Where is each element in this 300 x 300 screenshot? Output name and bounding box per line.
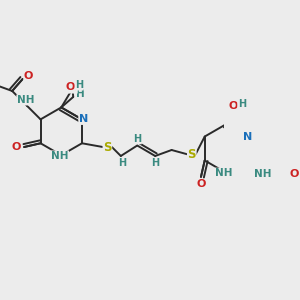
Text: O: O [68,83,77,93]
Text: N: N [79,114,88,124]
Text: H: H [133,134,141,144]
Text: O: O [24,71,33,81]
Text: O: O [12,142,21,152]
Text: H: H [118,158,126,168]
Text: NH: NH [215,168,233,178]
Text: NH: NH [51,151,68,161]
Text: S: S [103,140,112,154]
Text: NH: NH [254,169,271,179]
Text: O: O [196,179,206,189]
Text: H: H [76,89,84,99]
Text: H: H [151,158,159,168]
Text: H: H [75,80,83,90]
Text: N: N [243,132,252,142]
Text: O: O [228,101,238,111]
Text: S: S [188,148,196,161]
Text: H: H [238,99,246,110]
Text: O: O [65,82,75,92]
Text: O: O [289,169,298,179]
Text: NH: NH [17,95,34,105]
